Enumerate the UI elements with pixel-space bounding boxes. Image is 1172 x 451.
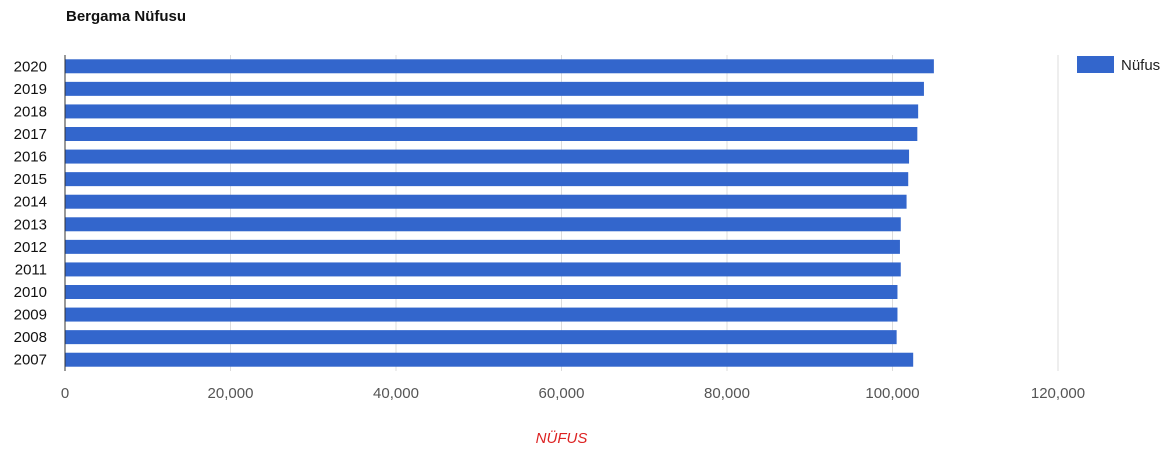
x-tick-label: 80,000 [704, 385, 750, 402]
y-tick-label: 2007 [14, 352, 47, 369]
y-tick-label: 2008 [14, 329, 47, 346]
bar-2009 [65, 307, 898, 322]
bar-2020 [65, 59, 934, 74]
bar-2015 [65, 172, 909, 187]
y-tick-label: 2018 [14, 103, 47, 120]
y-tick-label: 2013 [14, 216, 47, 233]
bar-2018 [65, 104, 919, 119]
bar-2016 [65, 149, 910, 164]
bar-2012 [65, 239, 900, 254]
bar-2014 [65, 194, 907, 209]
y-tick-label: 2009 [14, 307, 47, 324]
legend-label: Nüfus [1121, 57, 1160, 74]
grid-lines [230, 55, 1059, 371]
y-tick-label: 2011 [15, 261, 47, 278]
legend: Nüfus [1077, 56, 1160, 74]
y-tick-label: 2010 [14, 284, 47, 301]
bar-2008 [65, 330, 897, 345]
bars [65, 59, 934, 367]
bar-2011 [65, 262, 901, 277]
x-tick-label: 100,000 [865, 385, 919, 402]
bar-2019 [65, 81, 924, 96]
y-tick-label: 2012 [14, 239, 47, 256]
x-axis-title: NÜFUS [536, 429, 588, 447]
x-tick-label: 120,000 [1031, 385, 1085, 402]
bar-2010 [65, 285, 898, 299]
x-tick-label: 60,000 [539, 385, 585, 402]
axes: 0 20,000 40,000 60,000 80,000 100,000 120,000 2… [14, 55, 1085, 402]
y-tick-label: 2015 [14, 171, 47, 188]
legend-swatch [1077, 56, 1114, 73]
bar-2013 [65, 217, 901, 232]
y-tick-label: 2017 [14, 126, 47, 143]
y-tick-label: 2014 [14, 194, 47, 211]
x-tick-label: 0 [61, 385, 69, 402]
bar-2017 [65, 127, 918, 141]
y-tick-label: 2016 [14, 149, 47, 166]
bar-2007 [65, 352, 914, 367]
chart-title: Bergama Nüfusu [66, 8, 187, 25]
y-tick-label: 2019 [14, 81, 47, 98]
x-tick-label: 20,000 [208, 385, 254, 402]
x-tick-label: 40,000 [373, 385, 419, 402]
y-tick-label: 2020 [14, 58, 47, 75]
